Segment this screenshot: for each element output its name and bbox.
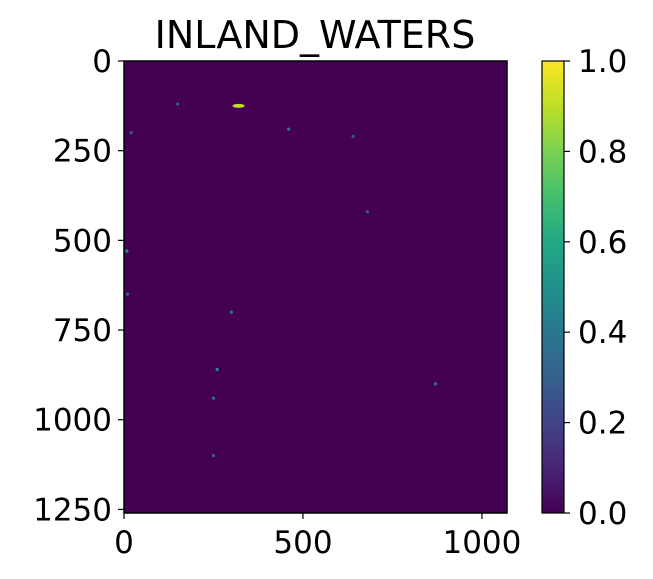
x-tick-label: 0 [114,525,134,561]
water-feature [211,454,216,458]
plot-area [123,60,508,514]
x-tick-label: 1000 [442,525,521,561]
water-feature [287,127,291,131]
heatmap-background [124,61,507,513]
x-tick-label: 500 [273,525,332,561]
colorbar-tick-label: 1.0 [578,44,627,80]
colorbar-tick-label: 0.2 [578,406,627,442]
colorbar-axis: 0.0 0.2 0.4 0.6 0.8 1.0 [564,44,627,532]
water-feature [211,396,216,400]
y-axis: 0 250 500 750 1000 1250 [33,44,124,528]
water-feature [229,310,233,314]
water-feature [232,103,245,108]
colorbar-tick-label: 0.0 [578,496,627,532]
water-feature [433,382,438,386]
colorbar-tick-label: 0.6 [578,225,627,261]
y-tick-label: 750 [53,313,112,349]
y-tick-label: 0 [92,44,112,80]
colorbar-gradient [541,60,565,514]
water-features [125,102,438,458]
water-feature [125,292,130,296]
water-feature [176,102,180,106]
colorbar-tick-label: 0.4 [578,315,627,351]
y-tick-label: 250 [53,134,112,170]
water-feature [129,131,133,135]
x-axis: 0 500 1000 [114,513,521,561]
chart-title: INLAND_WATERS [155,13,476,57]
water-feature [125,249,129,253]
colorbar-tick-label: 0.8 [578,134,627,170]
y-tick-label: 1250 [33,492,112,528]
colorbar: 0.0 0.2 0.4 0.6 0.8 1.0 [541,44,627,532]
y-tick-label: 1000 [33,403,112,439]
water-feature [215,367,219,372]
water-feature [351,134,355,138]
y-tick-label: 500 [53,223,112,259]
plot-frame [123,60,508,514]
water-feature [365,210,370,214]
